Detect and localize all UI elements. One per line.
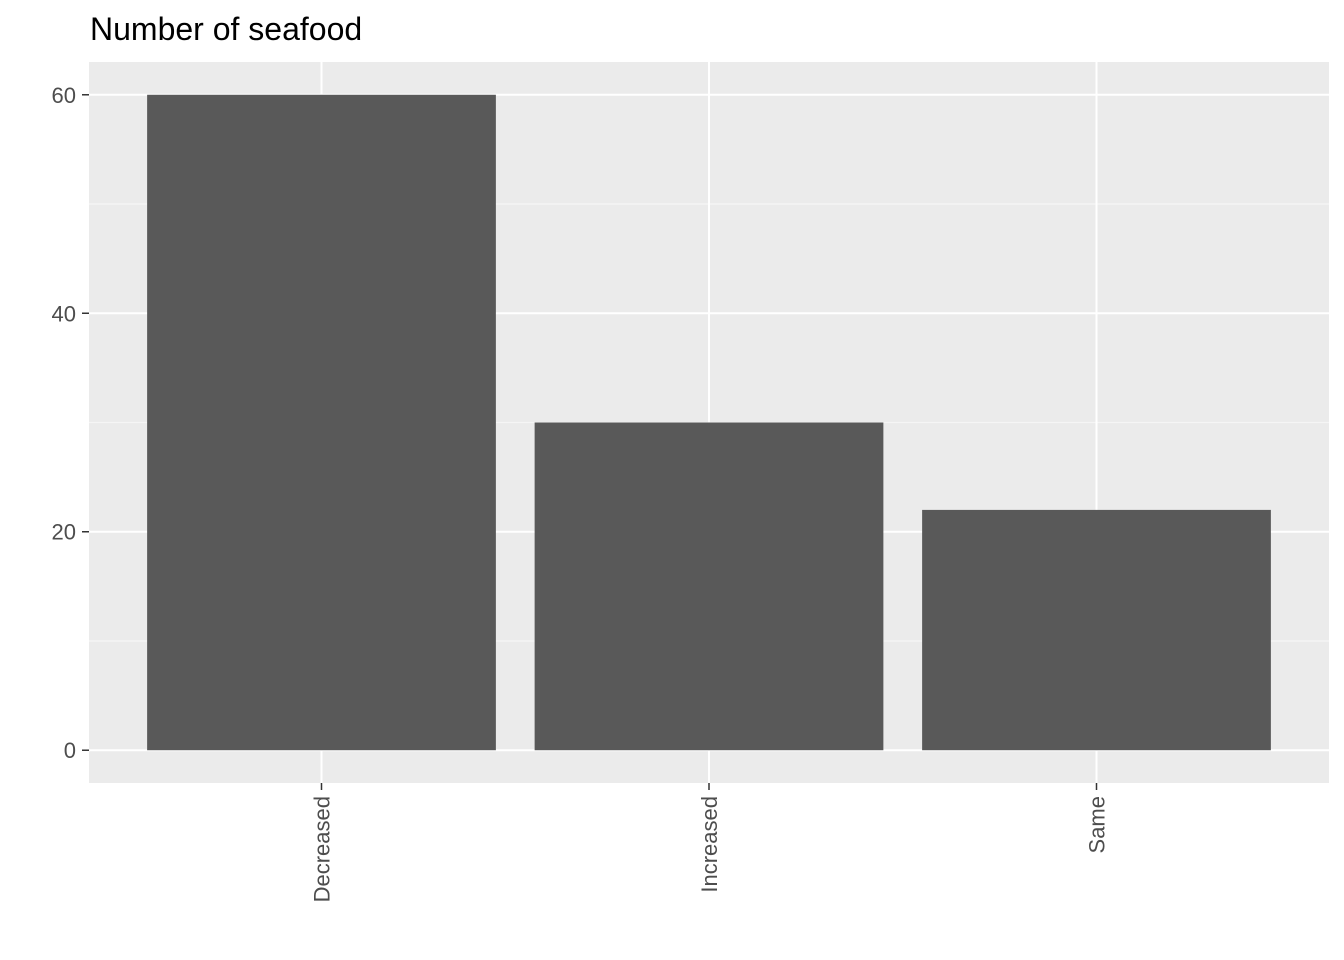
chart-title: Number of seafood [90, 11, 362, 47]
bars [147, 94, 1271, 751]
bar-increased [534, 422, 884, 751]
bar-same [922, 509, 1271, 751]
x-tick-label: Same [1085, 796, 1110, 853]
bar-decreased [147, 94, 496, 751]
x-tick-label: Decreased [310, 796, 335, 902]
y-tick-label: 40 [52, 301, 76, 326]
x-tick-label: Increased [697, 796, 722, 893]
y-tick-label: 60 [52, 83, 76, 108]
y-tick-label: 0 [64, 738, 76, 763]
x-axis: Decreased Increased Same [310, 783, 1110, 902]
y-axis: 0 20 40 60 [52, 83, 89, 763]
y-tick-label: 20 [52, 520, 76, 545]
